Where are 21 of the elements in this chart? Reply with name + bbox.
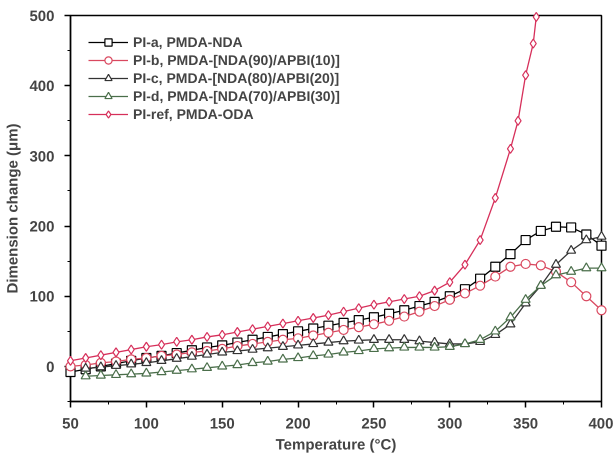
y-tick-label: 500	[29, 8, 55, 25]
legend-label: PI-d, PMDA-[NDA(70)/APBI(30)]	[133, 87, 340, 105]
y-axis-title: Dimension change (μm)	[4, 123, 22, 294]
y-tick-label: 100	[29, 288, 55, 306]
legend-label: PI-ref, PMDA-ODA	[133, 105, 254, 123]
x-tick-label: 50	[62, 416, 79, 432]
x-tick-label: 400	[588, 416, 613, 432]
x-tick-label: 250	[361, 416, 386, 432]
y-tick-label: 200	[29, 218, 55, 236]
x-tick-label: 350	[513, 416, 538, 432]
x-tick-label: 150	[210, 416, 235, 432]
legend-label: PI-a, PMDA-NDA	[133, 33, 243, 51]
x-tick-label: 100	[134, 416, 159, 432]
x-tick-label: 200	[286, 416, 311, 432]
y-tick-label: 300	[29, 148, 55, 166]
legend-label: PI-c, PMDA-[NDA(80)/APBI(20)]	[133, 69, 340, 87]
x-tick-label: 300	[437, 416, 462, 432]
y-tick-label: 0	[46, 358, 54, 376]
x-axis-title: Temperature (°C)	[276, 436, 396, 454]
legend-label: PI-b, PMDA-[NDA(90)/APBI(10)]	[133, 51, 340, 69]
y-tick-label: 400	[29, 78, 55, 96]
